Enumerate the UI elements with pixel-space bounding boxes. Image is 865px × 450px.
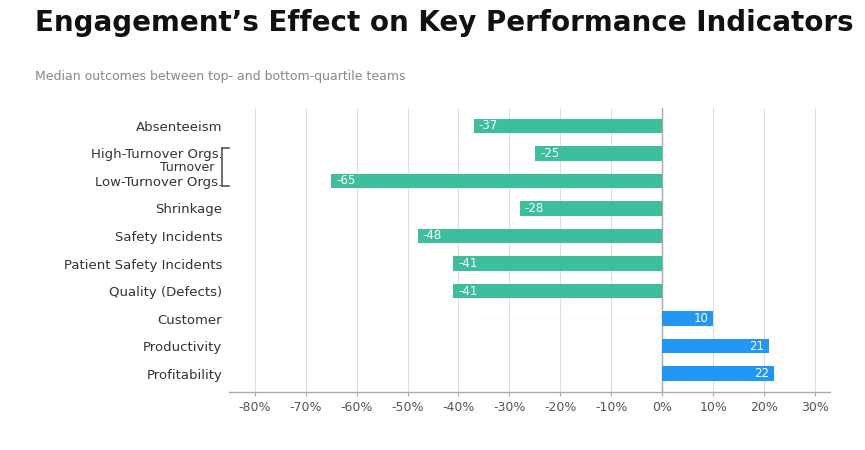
Bar — [535, 146, 663, 161]
Bar — [453, 284, 663, 298]
Text: Engagement’s Effect on Key Performance Indicators: Engagement’s Effect on Key Performance I… — [35, 9, 853, 37]
Bar — [418, 229, 663, 243]
Text: -65: -65 — [336, 175, 356, 188]
Bar — [520, 201, 663, 216]
Text: Turnover: Turnover — [159, 161, 214, 174]
Text: -37: -37 — [479, 119, 498, 132]
Text: -28: -28 — [525, 202, 544, 215]
Text: 21: 21 — [749, 340, 764, 353]
Bar — [663, 311, 714, 326]
Bar — [663, 366, 774, 381]
Text: -48: -48 — [423, 230, 442, 243]
Bar — [474, 119, 663, 133]
Text: 10: 10 — [693, 312, 708, 325]
Bar — [663, 339, 769, 353]
Bar — [331, 174, 663, 188]
Text: -41: -41 — [458, 284, 477, 297]
Bar — [453, 256, 663, 270]
Text: -25: -25 — [540, 147, 560, 160]
Text: 22: 22 — [754, 367, 769, 380]
Text: Median outcomes between top- and bottom-quartile teams: Median outcomes between top- and bottom-… — [35, 70, 405, 83]
Text: -41: -41 — [458, 257, 477, 270]
